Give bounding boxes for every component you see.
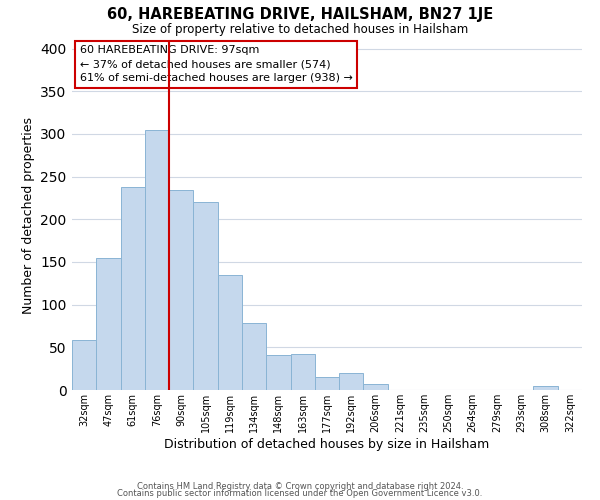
Bar [121,187,145,390]
Bar [533,386,558,390]
Text: 60 HAREBEATING DRIVE: 97sqm
← 37% of detached houses are smaller (574)
61% of se: 60 HAREBEATING DRIVE: 97sqm ← 37% of det… [80,46,353,83]
Bar [242,322,266,390]
Y-axis label: Number of detached properties: Number of detached properties [22,116,35,314]
Bar [339,373,364,390]
Text: Contains HM Land Registry data © Crown copyright and database right 2024.: Contains HM Land Registry data © Crown c… [137,482,463,491]
X-axis label: Distribution of detached houses by size in Hailsham: Distribution of detached houses by size … [164,438,490,450]
Bar [72,340,96,390]
Bar [193,202,218,390]
Text: 60, HAREBEATING DRIVE, HAILSHAM, BN27 1JE: 60, HAREBEATING DRIVE, HAILSHAM, BN27 1J… [107,8,493,22]
Bar [96,258,121,390]
Text: Contains public sector information licensed under the Open Government Licence v3: Contains public sector information licen… [118,489,482,498]
Bar [290,354,315,390]
Bar [218,275,242,390]
Bar [315,377,339,390]
Bar [169,190,193,390]
Bar [266,355,290,390]
Bar [145,130,169,390]
Bar [364,384,388,390]
Text: Size of property relative to detached houses in Hailsham: Size of property relative to detached ho… [132,22,468,36]
